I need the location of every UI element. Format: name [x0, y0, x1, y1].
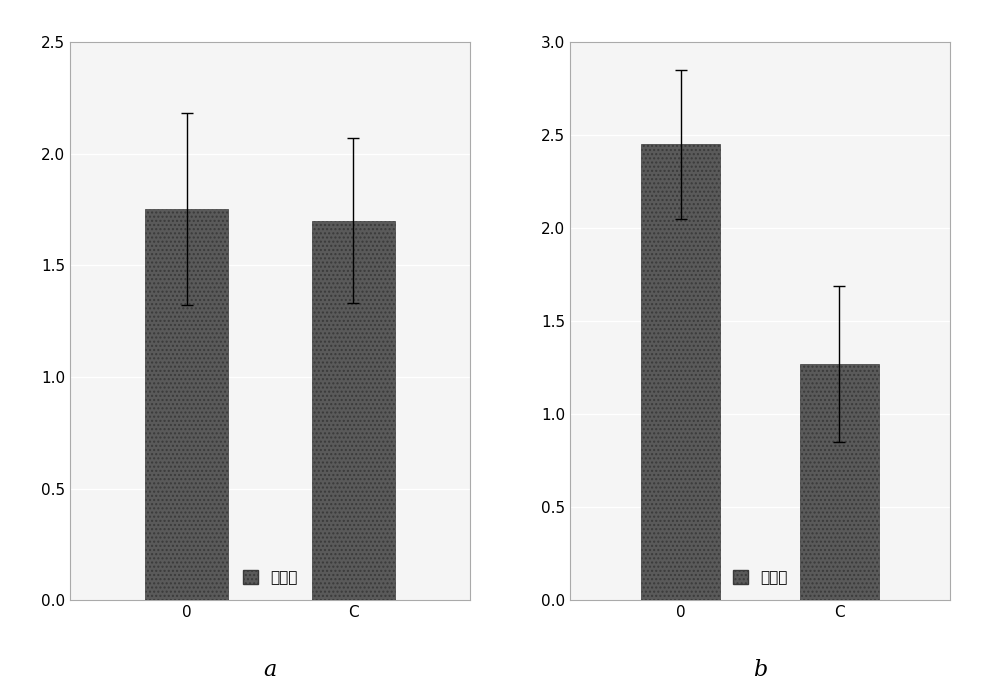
Bar — [145, 209, 228, 600]
Text: a: a — [263, 659, 277, 681]
Bar — [641, 144, 720, 600]
Bar — [800, 364, 879, 600]
Text: b: b — [753, 659, 767, 681]
Bar — [312, 221, 395, 600]
Legend: 平均数: 平均数 — [235, 563, 305, 593]
Legend: 平均数: 平均数 — [725, 563, 795, 593]
